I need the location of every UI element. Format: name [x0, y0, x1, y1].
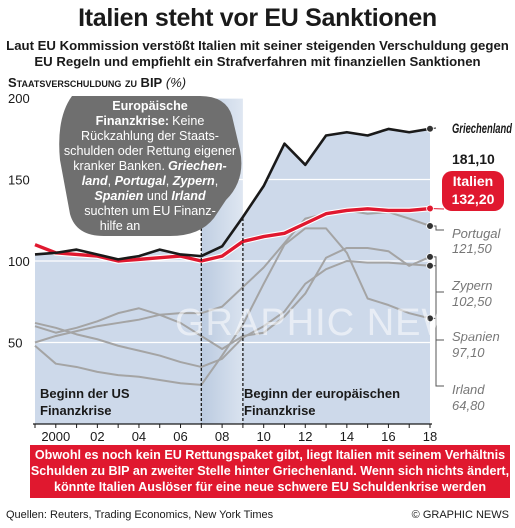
callout-background [59, 96, 242, 236]
callout-line-1: Finanzkrise: Keine [96, 114, 205, 128]
label-name-spanien: Spanien [452, 329, 500, 344]
x-tick-label-2010: 10 [256, 429, 270, 444]
y-tick-label-200: 200 [8, 91, 30, 106]
end-marker-griechenland [426, 125, 434, 133]
callout-heading-1: Europäische [112, 99, 188, 113]
series-lines [33, 127, 431, 386]
y-axis-unit: (%) [165, 75, 187, 90]
end-marker-zypern [426, 253, 434, 261]
y-axis-title: Staatsverschuldung zu BIP [8, 75, 163, 90]
x-tick-label-2004: 04 [132, 429, 146, 444]
end-marker-irland [426, 314, 434, 323]
eu-crisis-label-line-2: Finanzkrise [244, 403, 316, 418]
credit: © GRAPHIC NEWS [411, 509, 509, 521]
label-value-irland: 64,80 [452, 398, 485, 413]
x-tick-label-2006: 06 [173, 429, 187, 444]
label-value-portugal: 121,50 [452, 241, 493, 256]
callout-box: Europäische Finanzkrise: Keine Rückzahlun… [59, 96, 242, 236]
callout-text-4: kranker Banken. [73, 159, 165, 173]
y-tick-label-100: 100 [8, 254, 30, 269]
callout-s1: , [108, 174, 115, 188]
x-tick-label-2002: 02 [90, 429, 104, 444]
note-line-1: Obwohl es noch kein EU Rettungspaket gib… [34, 448, 506, 462]
callout-s2: , [166, 174, 173, 188]
crisis-lines [200, 218, 244, 424]
end-marker-italien [426, 204, 434, 213]
subtitle-line-1: Laut EU Kommission verstößt Italien mit … [6, 38, 509, 53]
label-value-spanien: 97,10 [452, 345, 485, 360]
note-line-3: könnte Italien Auslöser für eine neue sc… [53, 480, 487, 494]
note-line-2: Schulden zu BIP an zweiter Stelle hinter… [30, 464, 510, 478]
end-marker-portugal [426, 222, 434, 230]
label-value-zypern: 102,50 [452, 294, 493, 309]
x-tick-label-2000: 2000 [41, 429, 70, 444]
y-tick-label-150: 150 [8, 173, 30, 188]
footer-note: Obwohl es noch kein EU Rettungspaket gib… [30, 445, 510, 498]
x-tick-label-2016: 16 [381, 429, 395, 444]
callout-c4: Spanien [94, 189, 143, 203]
us-crisis-label-line-1: Beginn der US [40, 386, 130, 401]
series-line-portugal [34, 209, 431, 344]
callout-line-8: hilfe an [100, 219, 141, 233]
label-name-portugal: Portugal [452, 226, 502, 241]
callout-heading-2: Finanzkrise: [96, 114, 169, 128]
callout-mid: und [143, 189, 171, 203]
callout-line-2: Rückzahlung der Staats- [81, 129, 219, 143]
callout-line-7: suchten um EU Finanz- [84, 204, 216, 218]
subtitle-line-2: EU Regeln und empfiehlt ein Strafverfahr… [34, 54, 481, 69]
chart-title: Italien steht vor EU Sanktionen [78, 4, 437, 32]
us-crisis-label: Beginn der US Finanzkrise [40, 386, 130, 418]
series-line-griechenland [34, 127, 431, 261]
series-end-labels: Griechenland181,10Italien132,20Portugal1… [442, 120, 512, 413]
y-tick-label-50: 50 [8, 336, 22, 351]
callout-line-6: Spanien und Irland [94, 189, 206, 203]
sources: Quellen: Reuters, Trading Economics, New… [6, 509, 274, 521]
label-name-griechenland: Griechenland [452, 120, 512, 136]
y-axis-label: Staatsverschuldung zu BIP (%) [8, 75, 186, 90]
eu-crisis-label-line-1: Beginn der europäischen [244, 386, 400, 401]
callout-c5: Irland [171, 189, 206, 203]
series-line-italien [34, 206, 431, 263]
end-markers [426, 125, 445, 387]
x-tick-label-2012: 12 [298, 429, 312, 444]
label-value-griechenland: 181,10 [452, 151, 495, 167]
x-tick-label-2018: 18 [423, 429, 437, 444]
label-value-italien: 132,20 [452, 191, 495, 207]
series-line-spanien [34, 260, 431, 368]
series-line-zypern [34, 246, 431, 351]
series-line-irland [34, 227, 431, 386]
eu-crisis-label: Beginn der europäischen Finanzkrise [244, 386, 400, 418]
callout-c3: Zypern [172, 174, 215, 188]
x-axis: 2000 02 04 06 08 10 12 14 16 18 [33, 423, 437, 444]
callout-bold-4: Griechen- [168, 159, 227, 173]
label-name-irland: Irland [452, 382, 485, 397]
watermark: GRAPHIC NEWS [175, 302, 485, 344]
us-crisis-label-line-2: Finanzkrise [40, 403, 112, 418]
end-marker-spanien [426, 261, 434, 270]
callout-line-4: kranker Banken. Griechen- [73, 159, 227, 173]
callout-s3: , [215, 174, 219, 188]
y-axis: 50 100 150 200 [8, 91, 30, 351]
label-name-italien: Italien [453, 173, 493, 189]
callout-c2: Portugal [115, 174, 167, 188]
label-name-zypern: Zypern [451, 278, 492, 293]
callout-text-1: Keine [172, 114, 204, 128]
x-tick-label-2008: 08 [215, 429, 229, 444]
callout-line-3: schulden oder Rettung eigener [64, 144, 236, 158]
leader-zypern [430, 256, 444, 293]
callout-line-5: land, Portugal, Zypern, [82, 174, 218, 188]
italien-badge [442, 171, 504, 211]
chart-subtitle: Laut EU Kommission verstößt Italien mit … [6, 38, 509, 70]
callout-c1: land [82, 174, 108, 188]
x-tick-label-2014: 14 [340, 429, 354, 444]
